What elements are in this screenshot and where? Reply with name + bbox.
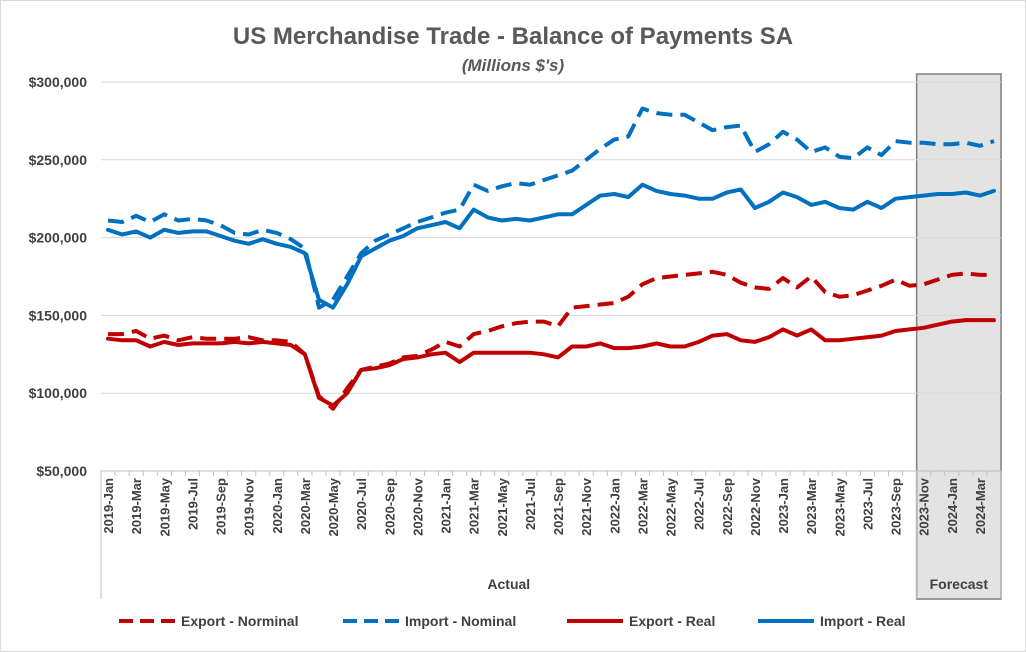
x-tick-label: 2021-Nov: [579, 477, 594, 536]
x-tick-label: 2020-Mar: [298, 478, 313, 534]
x-tick-label: 2020-Jul: [354, 478, 369, 530]
x-tick-label: 2022-Nov: [748, 477, 763, 536]
series-line-import-real: [106, 182, 996, 310]
y-tick-label: $100,000: [29, 385, 88, 401]
group-label: Actual: [487, 576, 530, 592]
legend: Export - Norminal Import - Nominal Export …: [119, 613, 906, 629]
forecast-box: [915, 73, 1002, 600]
series-line-export-norminal: [108, 269, 994, 411]
legend-label: Export - Real: [629, 613, 715, 629]
x-tick-label: 2020-Jan: [270, 478, 285, 534]
x-tick-label: 2023-Nov: [917, 477, 932, 536]
legend-label: Export - Norminal: [181, 613, 298, 629]
y-tick-label: $300,000: [29, 74, 88, 90]
x-tick-label: 2024-Jan: [945, 478, 960, 534]
x-tick-label: 2023-Jul: [860, 478, 875, 530]
x-axis-groups: Actual Forecast: [100, 471, 1002, 599]
y-tick-label: $150,000: [29, 307, 88, 323]
x-tick-label: 2023-Jan: [776, 478, 791, 534]
legend-label: Import - Real: [820, 613, 906, 629]
x-tick-label: 2020-Sep: [382, 478, 397, 535]
x-tick-label: 2023-Mar: [804, 478, 819, 534]
series-line-import-nominal: [107, 106, 995, 310]
x-tick-label: 2019-Sep: [214, 478, 229, 535]
x-tick-label: 2022-Sep: [720, 478, 735, 535]
x-tick-label: 2021-Sep: [551, 478, 566, 535]
x-tick-label: 2021-Jul: [523, 478, 538, 530]
series-lines: [106, 106, 996, 411]
x-tick-label: 2024-Mar: [973, 478, 988, 534]
legend-label: Import - Nominal: [405, 613, 516, 629]
x-tick-label: 2022-Jul: [692, 478, 707, 530]
x-tick-label: 2020-May: [326, 477, 341, 536]
x-tick-label: 2020-Nov: [410, 477, 425, 536]
x-tick-label: 2022-Mar: [635, 478, 650, 534]
x-axis: 2019-Jan 2019-Mar 2019-May 2019-Jul 2019-Sep…: [100, 470, 1002, 537]
x-tick-label: 2022-May: [664, 477, 679, 536]
x-tick-label: 2023-Sep: [889, 478, 904, 535]
x-tick-label: 2023-May: [832, 477, 847, 536]
forecast-region: [915, 73, 1002, 600]
chart-title: US Merchandise Trade - Balance of Paymen…: [233, 23, 793, 50]
chart-subtitle: (Millions $'s): [462, 56, 565, 75]
gridlines: [101, 81, 1001, 472]
x-tick-label: 2019-Mar: [129, 478, 144, 534]
group-label: Forecast: [930, 576, 989, 592]
x-tick-label: 2019-Nov: [242, 477, 257, 536]
x-tick-label: 2019-May: [157, 477, 172, 536]
y-tick-label: $50,000: [36, 463, 87, 479]
y-tick-label: $250,000: [29, 152, 88, 168]
y-tick-label: $200,000: [29, 230, 88, 246]
x-tick-label: 2019-Jul: [185, 478, 200, 530]
x-tick-label: 2021-Mar: [467, 478, 482, 534]
y-axis: $50,000 $100,000 $150,000 $200,000 $250,000 $…: [29, 74, 88, 479]
series-line-export-real: [106, 318, 996, 408]
x-tick-label: 2021-May: [495, 477, 510, 536]
x-tick-label: 2019-Jan: [101, 478, 116, 534]
x-tick-label: 2021-Jan: [439, 478, 454, 534]
x-tick-label: 2022-Jan: [607, 478, 622, 534]
